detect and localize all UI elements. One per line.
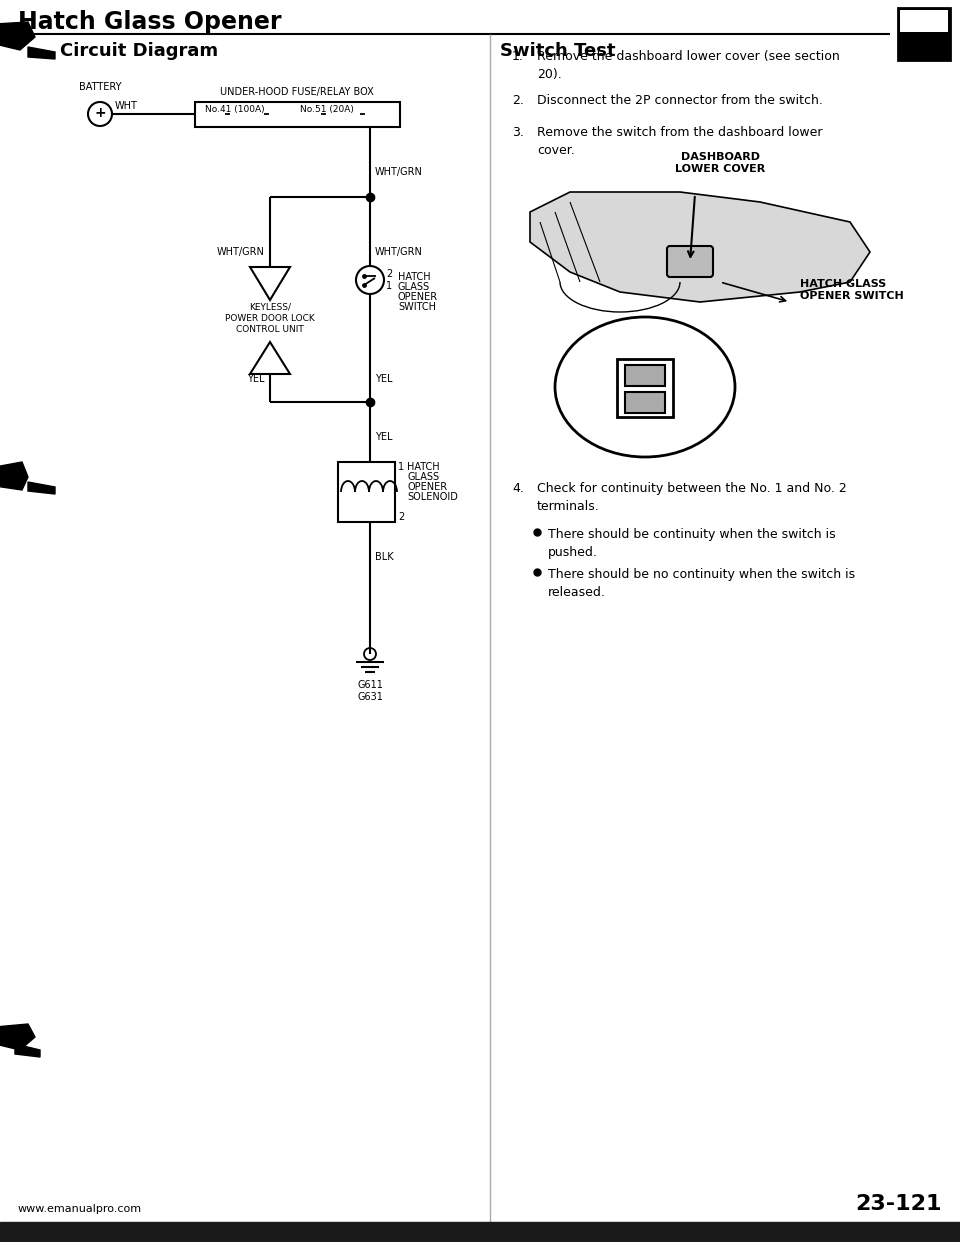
Text: WHT: WHT [115,101,138,111]
Text: 1: 1 [398,462,404,472]
Text: UNDER-HOOD FUSE/RELAY BOX: UNDER-HOOD FUSE/RELAY BOX [220,87,373,97]
Text: Remove the switch from the dashboard lower: Remove the switch from the dashboard low… [537,125,823,139]
Text: HATCH: HATCH [398,272,431,282]
Text: No.51 (20A): No.51 (20A) [300,106,354,114]
Bar [625,365,665,386]
Text: Switch Test: Switch Test [500,42,615,60]
Text: +: + [932,10,944,24]
Text: GLASS: GLASS [407,472,439,482]
Bar [900,10,948,32]
Text: terminals.: terminals. [537,501,600,513]
Text: WHT/GRN: WHT/GRN [217,247,265,257]
Text: 4.: 4. [512,482,524,496]
Polygon shape [0,1023,35,1049]
Bar [0,1222,960,1242]
Text: BLK: BLK [375,551,394,561]
Text: 3.: 3. [512,125,524,139]
Text: SOLENOID: SOLENOID [407,492,458,502]
Text: KEYLESS/: KEYLESS/ [249,303,291,312]
Bar [625,392,665,414]
Text: 1.: 1. [512,50,524,63]
Text: pushed.: pushed. [548,546,598,559]
Text: 1: 1 [386,281,392,291]
Text: BATTERY: BATTERY [79,82,121,92]
Text: 2: 2 [386,270,393,279]
Bar [338,462,395,522]
Text: DASHBOARD
LOWER COVER: DASHBOARD LOWER COVER [675,153,765,174]
Text: carmanualsonline.info: carmanualsonline.info [406,1226,554,1238]
Text: G611
G631: G611 G631 [357,681,383,702]
Text: Disconnect the 2P connector from the switch.: Disconnect the 2P connector from the swi… [537,94,823,107]
Polygon shape [28,47,55,60]
Text: HATCH GLASS
OPENER SWITCH: HATCH GLASS OPENER SWITCH [800,279,903,301]
Text: Circuit Diagram: Circuit Diagram [60,42,218,60]
Text: YEL: YEL [375,432,393,442]
Text: 2: 2 [640,395,649,407]
Text: cover.: cover. [537,144,575,156]
Text: WHT/GRN: WHT/GRN [375,166,422,178]
Text: CONTROL UNIT: CONTROL UNIT [236,325,304,334]
Bar [617,359,673,417]
Text: +: + [94,106,106,120]
Polygon shape [0,22,35,50]
Text: OPENER: OPENER [407,482,447,492]
Text: BODY: BODY [907,34,941,43]
Text: HATCH: HATCH [407,462,440,472]
Text: GLASS: GLASS [398,282,430,292]
Text: 2: 2 [398,512,404,522]
Text: 20).: 20). [537,68,562,81]
Ellipse shape [555,317,735,457]
Text: OPENER: OPENER [398,292,438,302]
Text: There should be no continuity when the switch is: There should be no continuity when the s… [548,568,855,581]
Text: 2.: 2. [512,94,524,107]
Text: 1: 1 [640,374,649,386]
Text: released.: released. [548,586,606,599]
Text: SWITCH: SWITCH [398,302,436,312]
Text: www.emanualpro.com: www.emanualpro.com [18,1203,142,1213]
Text: There should be continuity when the switch is: There should be continuity when the swit… [548,528,835,542]
Text: -: - [905,10,911,24]
Bar [195,102,400,127]
Polygon shape [0,462,28,491]
Text: 23-121: 23-121 [855,1194,942,1213]
Text: POWER DOOR LOCK: POWER DOOR LOCK [226,314,315,323]
Text: YEL: YEL [375,374,393,384]
Text: WHT/GRN: WHT/GRN [375,247,422,257]
Bar [898,7,950,60]
Polygon shape [530,193,870,302]
Text: YEL: YEL [248,374,265,384]
Polygon shape [28,482,55,494]
Text: No.41 (100A): No.41 (100A) [205,106,265,114]
Text: Hatch Glass Opener: Hatch Glass Opener [18,10,281,34]
FancyBboxPatch shape [667,246,713,277]
Polygon shape [15,1045,40,1057]
Text: Check for continuity between the No. 1 and No. 2: Check for continuity between the No. 1 a… [537,482,847,496]
Text: Remove the dashboard lower cover (see section: Remove the dashboard lower cover (see se… [537,50,840,63]
